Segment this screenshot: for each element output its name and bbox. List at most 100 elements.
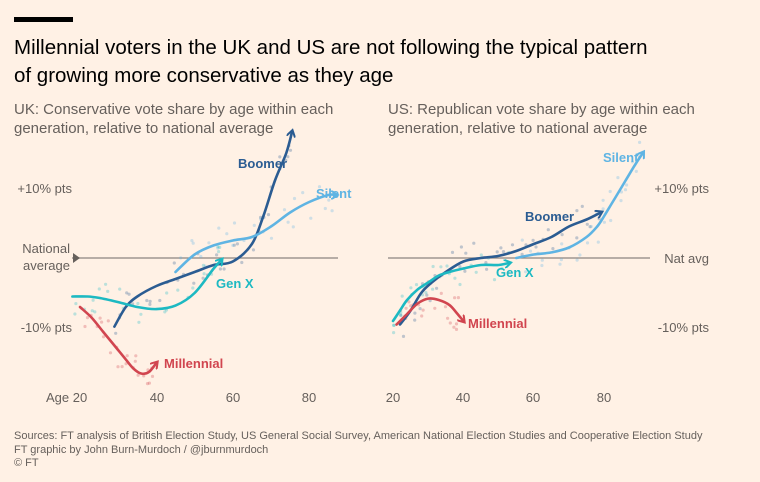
uk-xtick-80: 80 — [302, 390, 316, 405]
us-scatter-dot — [458, 282, 462, 287]
uk-scatter-dot — [136, 301, 140, 306]
us-label-genx: Gen X — [496, 265, 534, 280]
us-scatter-dot — [510, 243, 515, 247]
uk-scatter-dot — [282, 208, 287, 212]
uk-scatter-dot — [251, 248, 256, 252]
uk-scatter-dot — [291, 225, 295, 229]
uk-scatter-dot — [216, 246, 220, 250]
us-scatter-dot — [585, 222, 589, 226]
us-scatter-dot — [459, 245, 463, 249]
uk-scatter-dot — [136, 373, 140, 377]
uk-label-boomer: Boomer — [238, 156, 287, 171]
us-scatter-dot — [588, 225, 592, 229]
uk-scatter-dot — [116, 365, 120, 369]
uk-scatter-dot — [120, 365, 124, 369]
uk-scatter-dot — [139, 312, 143, 316]
uk-series-millennial — [78, 305, 156, 376]
uk-scatter-dot — [215, 253, 219, 257]
us-scatter-dot — [400, 294, 404, 298]
us-panel-title: US: Republican vote share by age within … — [388, 100, 738, 138]
uk-scatter-dot — [100, 320, 104, 324]
us-scatter-dot — [479, 253, 483, 257]
us-scatter-dot — [404, 306, 408, 310]
us-scatter-dot — [484, 261, 488, 265]
uk-series-group — [71, 132, 336, 386]
uk-scatter-dot — [176, 288, 180, 292]
uk-scatter-dot — [317, 185, 322, 189]
us-scatter-dot — [428, 299, 432, 303]
us-title-line-1: US: Republican vote share by age within … — [388, 101, 695, 118]
us-scatter-dot — [413, 318, 417, 322]
uk-scatter-dot — [145, 298, 149, 303]
uk-scatter-dot — [190, 239, 194, 243]
uk-scatter-dot — [158, 298, 162, 303]
us-scatter-dot — [585, 241, 590, 245]
us-scatter-dot — [556, 216, 560, 220]
uk-scatter-dot — [269, 236, 274, 240]
uk-xtick-20: 20 — [73, 390, 87, 405]
uk-scatter-dot — [108, 351, 113, 355]
uk-scatter-dot — [97, 287, 101, 291]
us-scatter-dot — [450, 250, 455, 254]
us-scatter-dot — [399, 313, 403, 317]
us-scatter-dot — [540, 258, 544, 262]
uk-scatter-dot — [137, 320, 141, 324]
us-scatter-dot — [463, 269, 467, 273]
uk-scatter-dot — [231, 243, 235, 247]
uk-scatter-dot — [222, 267, 226, 271]
uk-scatter-dot — [98, 316, 102, 320]
uk-scatter-dot — [309, 216, 313, 220]
uk-series-gen-x — [71, 260, 221, 311]
us-scatter-dot — [608, 189, 612, 194]
uk-label-genx: Gen X — [216, 276, 254, 291]
uk-series-silent — [174, 194, 336, 274]
uk-scatter-dot — [142, 374, 146, 378]
us-scatter-dot — [446, 316, 450, 320]
us-scatter-dot — [506, 270, 510, 275]
us-scatter-dot — [578, 253, 582, 257]
us-series-silent — [514, 153, 643, 260]
us-scatter-dot — [392, 323, 396, 327]
uk-scatter-dot — [288, 148, 293, 152]
uk-scatter-dot — [106, 289, 110, 293]
uk-label-millennial: Millennial — [164, 356, 223, 371]
uk-scatter-dot — [172, 261, 176, 265]
us-scatter-dot — [431, 287, 435, 291]
uk-scatter-dot — [74, 302, 78, 306]
us-scatter-dot — [431, 264, 435, 269]
us-ytick-plus10: +10% pts — [654, 181, 709, 196]
us-scatter-dot — [520, 238, 524, 242]
us-scatter-dot — [558, 262, 562, 266]
us-scatter-dot — [560, 242, 564, 246]
uk-ytick-average: average — [23, 258, 70, 273]
uk-scatter-dot — [218, 245, 222, 249]
us-title-line-2: generation, relative to national average — [388, 120, 648, 137]
us-scatter-dot — [601, 198, 605, 202]
uk-scatter-dot — [147, 381, 151, 385]
uk-scatter-dot — [286, 155, 290, 159]
uk-scatter-dot — [125, 354, 129, 358]
uk-scatter-dot — [323, 206, 327, 211]
footer-copyright: © FT — [14, 457, 39, 469]
us-scatter-dot — [623, 188, 628, 192]
us-scatter-dot — [524, 270, 528, 274]
uk-scatter-dot — [301, 191, 305, 195]
uk-title-line-1: UK: Conservative vote share by age withi… — [14, 101, 334, 118]
uk-xtick-60: 60 — [226, 390, 240, 405]
uk-scatter-dot — [199, 254, 203, 259]
us-scatter-dot — [454, 327, 459, 331]
us-scatter-dot — [492, 278, 497, 282]
us-scatter-dot — [443, 305, 448, 309]
us-scatter-dot — [448, 321, 452, 325]
us-label-silent: Silent — [603, 150, 639, 165]
uk-scatter-dot — [286, 220, 290, 224]
us-scatter-dot — [435, 286, 439, 290]
us-scatter-dot — [602, 220, 607, 224]
uk-scatter-dot — [191, 286, 195, 290]
uk-scatter-dot — [240, 260, 244, 265]
us-scatter-dot — [597, 217, 601, 221]
uk-scatter-dot — [148, 299, 152, 303]
uk-scatter-dot — [191, 241, 195, 245]
uk-scatter-dot — [106, 319, 110, 323]
